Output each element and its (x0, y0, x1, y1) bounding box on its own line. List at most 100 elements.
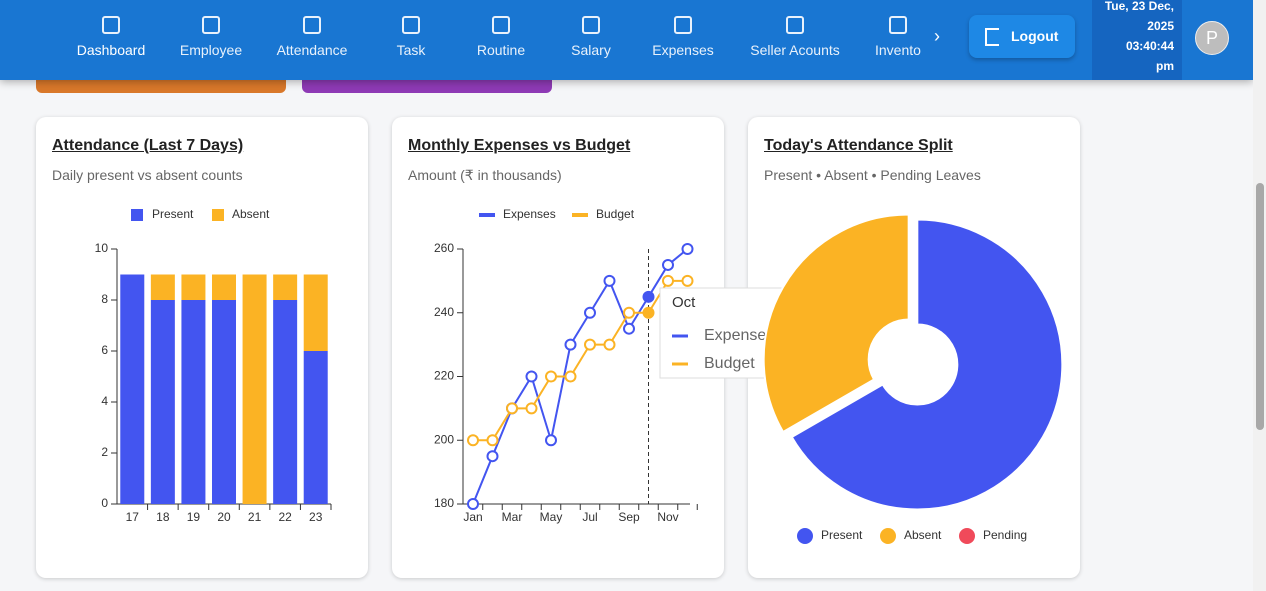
x-tick-label: Mar (502, 510, 523, 524)
legend-swatch (880, 528, 896, 544)
legend-label: Pending (983, 528, 1027, 542)
point (603, 274, 616, 287)
x-tick-label: Jul (582, 510, 597, 524)
nav-item[interactable]: Seller Acounts (750, 42, 840, 58)
nav-item[interactable]: Salary (571, 42, 611, 58)
y-tick-label: 8 (101, 292, 108, 306)
bar (150, 274, 175, 300)
tooltip-label: Expenses (704, 327, 774, 344)
tooltip-label: Budget (704, 355, 755, 372)
x-tick-label: 22 (278, 510, 292, 524)
nav-icon (202, 16, 220, 34)
nav-icon (402, 16, 420, 34)
bar (150, 300, 175, 504)
bar (212, 274, 236, 300)
point (662, 258, 674, 271)
point (525, 370, 538, 383)
slice (762, 213, 910, 434)
nav-icon (303, 16, 321, 34)
legend-label: Present (152, 207, 194, 221)
logout-label: Logout (1011, 28, 1059, 44)
avatar[interactable]: P (1195, 21, 1229, 55)
card-title: Attendance (Last 7 Days) (52, 137, 244, 154)
nav-icon (786, 16, 804, 34)
y-tick-label: 260 (434, 241, 454, 255)
nav-item[interactable]: Dashboard (76, 42, 146, 58)
nav-item[interactable]: Invento (875, 42, 921, 58)
card-subtitle: Present • Absent • Pending Leaves (764, 167, 981, 183)
point (525, 402, 538, 415)
y-tick-label: 2 (101, 445, 108, 459)
y-tick-label: 180 (434, 496, 454, 510)
y-tick-label: 4 (101, 394, 108, 408)
tooltip-title: Oct (672, 294, 696, 311)
nav-icon (889, 16, 907, 34)
point (642, 306, 655, 319)
legend-label: Absent (232, 207, 270, 221)
nav-item[interactable]: Expenses (652, 42, 714, 58)
bar (181, 274, 206, 300)
header: Dashboard Employee Attendance Task Routine Sa… (0, 0, 1253, 80)
bar (242, 274, 267, 504)
line (472, 248, 689, 505)
bar (273, 274, 298, 300)
bar (212, 300, 236, 504)
x-tick-label: May (540, 510, 563, 524)
bar (303, 274, 328, 351)
card-subtitle: Daily present vs absent counts (52, 167, 243, 183)
point (486, 450, 499, 463)
date: Tue, 23 Dec, 2025 (1104, 0, 1174, 33)
point (564, 338, 577, 351)
point (603, 338, 616, 351)
y-tick-label: 0 (101, 496, 108, 510)
legend-label: Budget (596, 207, 635, 221)
datetime: Tue, 23 Dec, 2025 03:40:44 pm (1092, 0, 1182, 80)
x-tick-label: 23 (309, 510, 323, 524)
logout-icon (985, 28, 999, 46)
point (545, 370, 557, 383)
x-tick-label: 21 (248, 510, 262, 524)
point (467, 498, 479, 510)
legend-label: Expenses (503, 207, 556, 221)
bar (303, 351, 328, 504)
nav-icon (102, 16, 120, 34)
nav-item[interactable]: Routine (476, 42, 526, 58)
point (506, 402, 518, 415)
point (623, 306, 635, 319)
point (623, 322, 635, 335)
x-tick-label: Jan (463, 510, 482, 524)
point (681, 274, 694, 287)
x-tick-label: 17 (126, 510, 140, 524)
point (467, 434, 479, 447)
point (662, 274, 674, 287)
y-tick-label: 200 (434, 432, 454, 446)
time: 03:40:44 pm (1125, 39, 1174, 73)
legend-swatch (131, 209, 143, 221)
point (584, 338, 596, 351)
nav-item[interactable]: Employee (179, 42, 243, 58)
nav-icon (674, 16, 692, 34)
logout-button[interactable]: Logout (969, 15, 1075, 58)
nav-item[interactable]: Task (396, 42, 426, 58)
x-tick-label: 20 (217, 510, 231, 524)
card-title: Today's Attendance Split (764, 137, 953, 154)
nav-icon (582, 16, 600, 34)
point (584, 306, 596, 319)
point (564, 370, 577, 383)
point (545, 434, 557, 447)
bar (120, 274, 145, 504)
y-tick-label: 240 (434, 305, 454, 319)
nav-icon (492, 16, 510, 34)
y-tick-label: 10 (95, 241, 109, 255)
scroll-thumb (1256, 183, 1264, 430)
nav-item[interactable]: Attendance (276, 42, 348, 58)
legend-label: Absent (904, 528, 942, 542)
card-subtitle: Amount (₹ in thousands) (408, 167, 562, 183)
point (486, 434, 499, 447)
card-title: Monthly Expenses vs Budget (408, 137, 631, 154)
x-tick-label: 19 (187, 510, 201, 524)
bar (181, 300, 206, 504)
nav-next[interactable]: › (934, 26, 940, 46)
